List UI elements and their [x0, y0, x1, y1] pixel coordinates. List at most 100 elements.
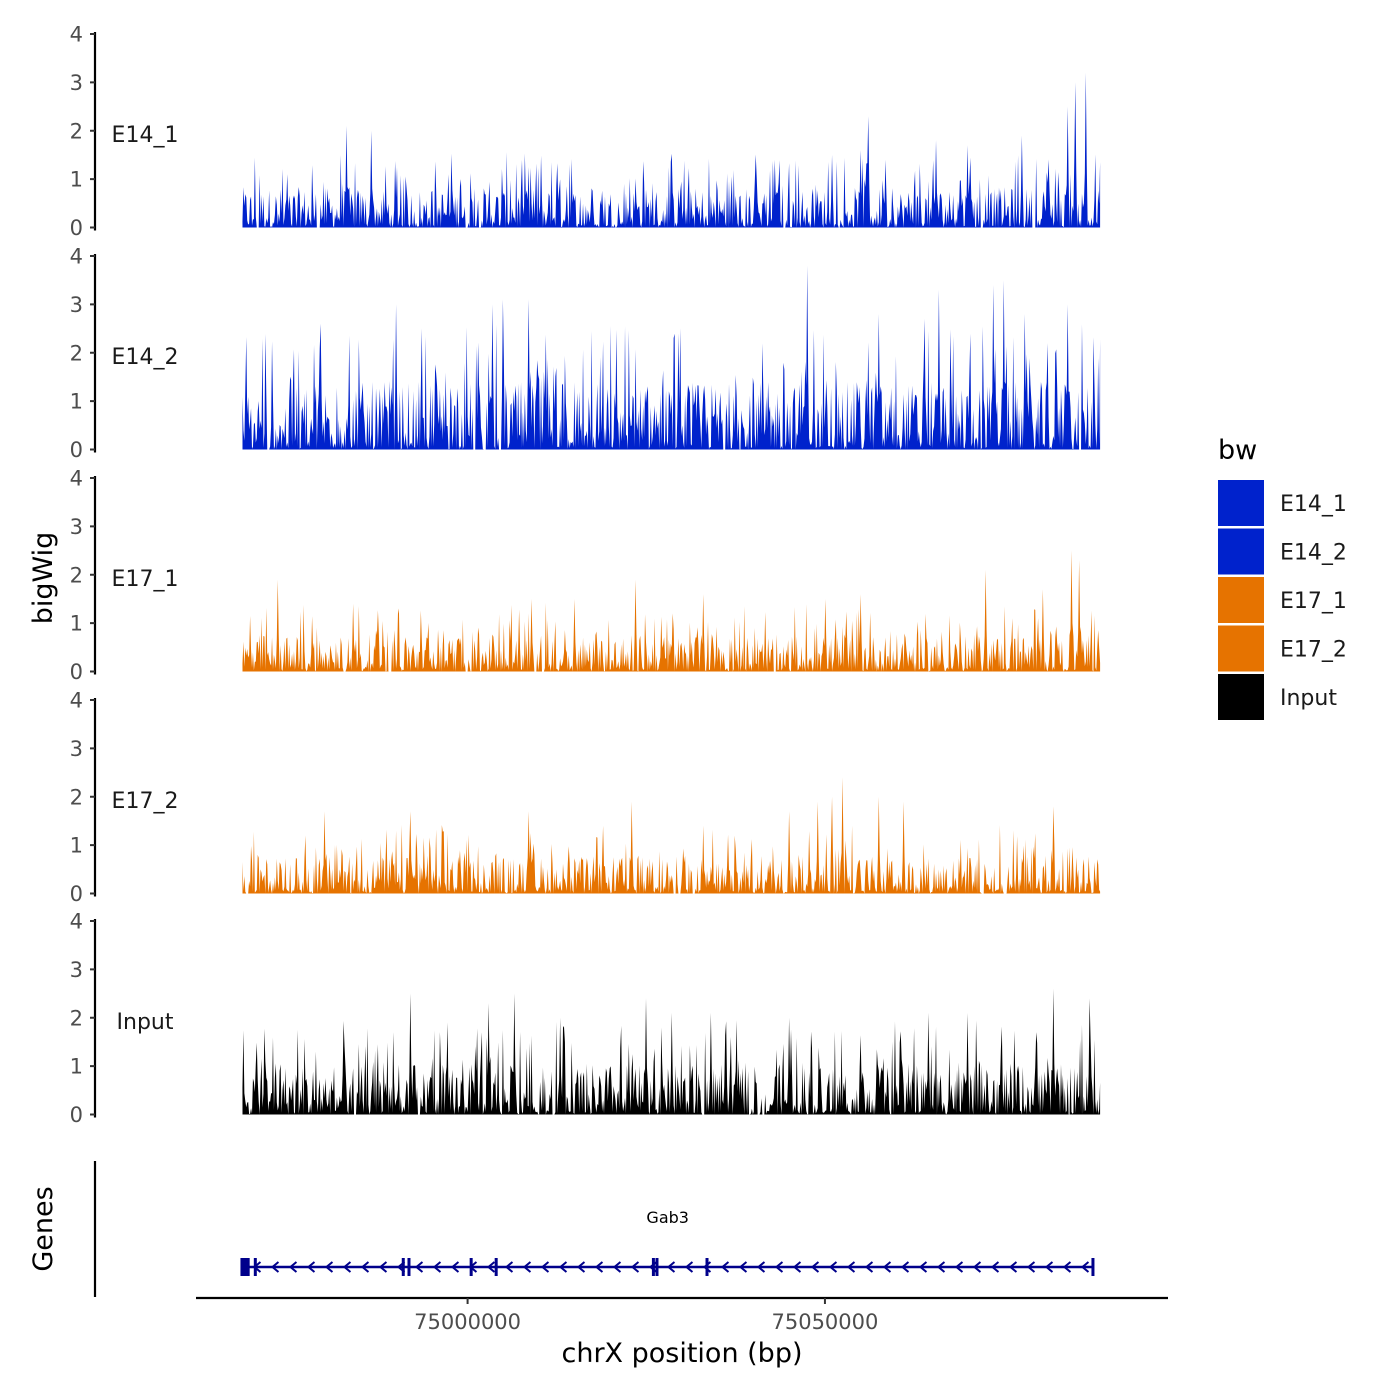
- signal-area-E17_1: [242, 550, 1101, 672]
- y-tick-label: 4: [70, 910, 83, 934]
- bigwig-tracks: 0 1 2 3 4 E14_1 0 1 2 3 4 E14_2 0 1 2 3 4 E17_1 0 1 2 3 4 E17_2…: [70, 23, 1101, 1127]
- y-tick-label: 1: [70, 834, 83, 858]
- gene-name-label: Gab3: [646, 1208, 689, 1227]
- strand-arrow: [576, 1261, 586, 1273]
- legend-swatch-E17_1: [1218, 577, 1264, 623]
- y-tick-label: 2: [70, 341, 83, 365]
- signal-area-E14_2: [242, 265, 1101, 450]
- legend-swatch-E14_2: [1218, 528, 1264, 575]
- strand-arrow: [558, 1261, 568, 1273]
- strand-arrow: [756, 1261, 766, 1273]
- track-label: E17_2: [112, 789, 179, 814]
- exon-block: [401, 1258, 405, 1276]
- strand-arrow: [1062, 1261, 1072, 1273]
- strand-arrow: [720, 1261, 730, 1273]
- signal-area-E17_2: [242, 777, 1101, 894]
- y-tick-label: 3: [70, 71, 83, 95]
- x-axis-title: chrX position (bp): [561, 1338, 802, 1369]
- strand-arrow: [954, 1261, 964, 1273]
- strand-arrow: [882, 1261, 892, 1273]
- strand-arrow: [936, 1261, 946, 1273]
- exon-block: [240, 1258, 250, 1276]
- strand-arrow: [540, 1261, 550, 1273]
- x-tick-label: 75000000: [414, 1310, 521, 1334]
- y-tick-label: 2: [70, 785, 83, 809]
- strand-arrow: [774, 1261, 784, 1273]
- strand-arrow: [522, 1261, 532, 1273]
- legend: bw E14_1 E14_2 E17_1 E17_2 Input: [1218, 435, 1347, 720]
- exon-block: [494, 1258, 498, 1276]
- y-tick-label: 1: [70, 168, 83, 192]
- y-tick-label: 2: [70, 119, 83, 143]
- y-tick-label: 0: [70, 438, 83, 462]
- y-tick-label: 2: [70, 563, 83, 587]
- strand-arrow: [738, 1261, 748, 1273]
- strand-arrow: [846, 1261, 856, 1273]
- track-label: E17_1: [112, 567, 179, 592]
- strand-arrow: [918, 1261, 928, 1273]
- strand-arrow: [1008, 1261, 1018, 1273]
- y-tick-label: 3: [70, 515, 83, 539]
- y-tick-label: 1: [70, 1055, 83, 1079]
- x-tick-label: 75050000: [771, 1310, 878, 1334]
- strand-arrow: [1044, 1261, 1054, 1273]
- track-label: E14_2: [112, 345, 179, 370]
- track-E14_1: 0 1 2 3 4 E14_1: [70, 23, 1101, 240]
- strand-arrow: [828, 1261, 838, 1273]
- y-tick-label: 4: [70, 23, 83, 47]
- legend-swatch-Input: [1218, 674, 1264, 720]
- strand-arrow: [414, 1261, 424, 1273]
- genes-axis-title: Genes: [28, 1186, 59, 1271]
- x-axis: 75000000 75050000: [196, 1296, 1168, 1334]
- legend-label-E17_2: E17_2: [1280, 638, 1347, 663]
- strand-arrow: [864, 1261, 874, 1273]
- exon-block: [1091, 1258, 1095, 1276]
- strand-arrow: [288, 1261, 298, 1273]
- y-tick-label: 0: [70, 882, 83, 906]
- track-E17_1: 0 1 2 3 4 E17_1: [70, 467, 1101, 684]
- strand-arrow: [612, 1261, 622, 1273]
- track-E14_2: 0 1 2 3 4 E14_2: [70, 245, 1101, 462]
- strand-arrow: [684, 1261, 694, 1273]
- legend-swatch-E17_2: [1218, 625, 1264, 672]
- strand-arrow: [792, 1261, 802, 1273]
- y-tick-label: 4: [70, 467, 83, 491]
- exon-block: [705, 1258, 709, 1276]
- track-label: Input: [117, 1010, 174, 1035]
- strand-arrow: [900, 1261, 910, 1273]
- strand-arrow: [486, 1261, 496, 1273]
- strand-arrow: [432, 1261, 442, 1273]
- strand-arrow: [504, 1261, 514, 1273]
- strand-arrow: [594, 1261, 604, 1273]
- strand-arrow: [360, 1261, 370, 1273]
- strand-arrow: [972, 1261, 982, 1273]
- strand-arrow: [630, 1261, 640, 1273]
- signal-area-Input: [242, 988, 1101, 1115]
- y-axis-title: bigWig: [28, 532, 59, 625]
- track-Input: 0 1 2 3 4 Input: [70, 910, 1101, 1127]
- y-tick-label: 1: [70, 612, 83, 636]
- strand-arrow: [1026, 1261, 1036, 1273]
- strand-arrow: [450, 1261, 460, 1273]
- y-tick-label: 3: [70, 293, 83, 317]
- gene-panel: Gab3: [93, 1161, 1095, 1297]
- strand-arrow: [990, 1261, 1000, 1273]
- legend-swatch-E14_1: [1218, 480, 1264, 526]
- legend-label-E14_2: E14_2: [1280, 541, 1347, 566]
- y-tick-label: 4: [70, 245, 83, 269]
- strand-arrow: [306, 1261, 316, 1273]
- exon-block: [246, 1258, 250, 1276]
- y-tick-label: 3: [70, 737, 83, 761]
- exon-block: [651, 1258, 655, 1276]
- y-tick-label: 3: [70, 958, 83, 982]
- y-tick-label: 1: [70, 390, 83, 414]
- track-label: E14_1: [112, 123, 179, 148]
- legend-label-E14_1: E14_1: [1280, 492, 1347, 517]
- strand-arrow: [324, 1261, 334, 1273]
- legend-label-Input: Input: [1280, 686, 1337, 711]
- y-tick-label: 0: [70, 216, 83, 240]
- legend-title: bw: [1218, 435, 1257, 466]
- exon-block: [655, 1258, 659, 1276]
- y-tick-label: 2: [70, 1006, 83, 1030]
- strand-arrow: [378, 1261, 388, 1273]
